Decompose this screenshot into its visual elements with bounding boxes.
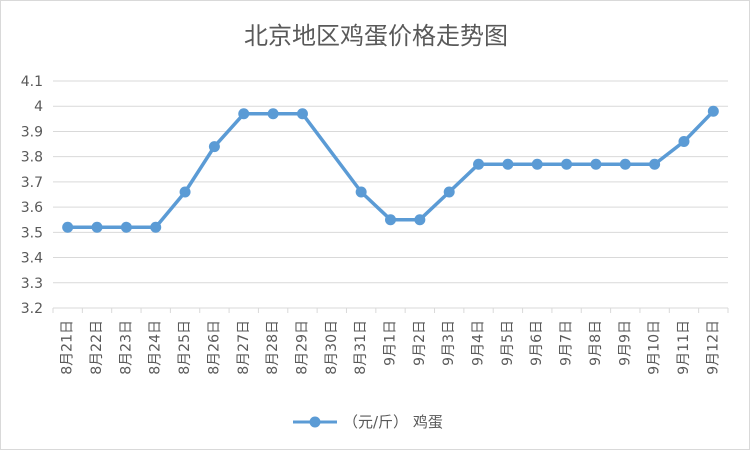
series-layer bbox=[62, 105, 719, 233]
x-tick-label: 8月30日 bbox=[324, 320, 340, 375]
x-tick-label: 9月2日 bbox=[412, 320, 428, 366]
data-point bbox=[619, 158, 631, 170]
legend-point-marker bbox=[309, 416, 321, 428]
data-point bbox=[707, 105, 719, 117]
y-tick-label: 3.6 bbox=[21, 200, 43, 216]
x-tick-label: 9月8日 bbox=[588, 320, 604, 366]
data-point bbox=[120, 221, 132, 233]
x-tick-label: 8月26日 bbox=[206, 320, 222, 375]
data-point bbox=[678, 136, 690, 148]
data-point bbox=[473, 158, 485, 170]
x-tick-label: 8月21日 bbox=[60, 320, 76, 375]
data-point bbox=[443, 186, 455, 198]
data-point bbox=[208, 141, 220, 153]
data-point bbox=[385, 214, 396, 226]
y-tick-label: 3.8 bbox=[21, 150, 43, 166]
data-point bbox=[649, 158, 661, 170]
data-point bbox=[91, 221, 103, 233]
y-tick-label: 4 bbox=[34, 99, 43, 115]
data-point bbox=[238, 108, 250, 120]
y-tick-label: 3.4 bbox=[21, 251, 43, 267]
x-tick-label: 9月4日 bbox=[471, 320, 487, 366]
data-point bbox=[150, 221, 162, 233]
x-tick-label: 9月3日 bbox=[441, 320, 457, 366]
y-tick-label: 3.5 bbox=[21, 225, 43, 241]
data-point bbox=[267, 108, 279, 120]
y-tick-label: 3.7 bbox=[21, 175, 43, 191]
x-tick-label: 8月22日 bbox=[89, 320, 105, 375]
x-tick-label: 9月7日 bbox=[559, 320, 575, 366]
data-point bbox=[296, 108, 308, 120]
x-tick-label: 8月29日 bbox=[294, 320, 310, 375]
y-tick-label: 4.1 bbox=[21, 74, 43, 90]
x-tick-label: 8月31日 bbox=[353, 320, 369, 375]
data-point bbox=[62, 221, 74, 233]
x-tick-label: 8月27日 bbox=[236, 320, 252, 375]
x-tick-label: 8月25日 bbox=[177, 320, 193, 375]
x-tick-label: 8月28日 bbox=[265, 320, 281, 375]
grid-lines bbox=[53, 80, 728, 309]
legend-label: （元/斤） 鸡蛋 bbox=[343, 413, 443, 431]
x-tick-label: 8月23日 bbox=[118, 320, 134, 375]
data-point bbox=[355, 186, 367, 198]
y-tick-label: 3.9 bbox=[21, 124, 43, 140]
y-tick-label: 3.3 bbox=[21, 276, 43, 292]
x-tick-label: 8月24日 bbox=[148, 320, 164, 375]
y-tick-label: 3.2 bbox=[21, 301, 43, 317]
data-point bbox=[414, 214, 426, 226]
data-point bbox=[179, 186, 191, 198]
chart-title: 北京地区鸡蛋价格走势图 bbox=[244, 22, 508, 50]
data-point bbox=[590, 158, 602, 170]
data-point bbox=[561, 158, 573, 170]
x-tick-label: 9月6日 bbox=[529, 320, 545, 366]
y-axis-ticks: 3.2 3.3 3.4 3.5 3.6 3.7 3.8 3.9 4 4.1 bbox=[21, 74, 43, 317]
data-point bbox=[531, 158, 543, 170]
data-point bbox=[502, 158, 514, 170]
x-tick-label: 9月5日 bbox=[500, 320, 516, 366]
x-tick-label: 9月10日 bbox=[647, 320, 663, 375]
legend: （元/斤） 鸡蛋 bbox=[293, 413, 443, 431]
x-tick-label: 9月11日 bbox=[676, 320, 692, 375]
x-tick-label: 9月1日 bbox=[383, 320, 399, 366]
x-tick-label: 9月9日 bbox=[617, 320, 633, 366]
x-axis-ticks: 8月21日 8月22日 8月23日 8月24日 8月25日 8月26日 8月27日 8月28日… bbox=[52, 308, 729, 375]
series-line bbox=[65, 109, 716, 230]
x-tick-label: 9月12日 bbox=[705, 320, 721, 375]
